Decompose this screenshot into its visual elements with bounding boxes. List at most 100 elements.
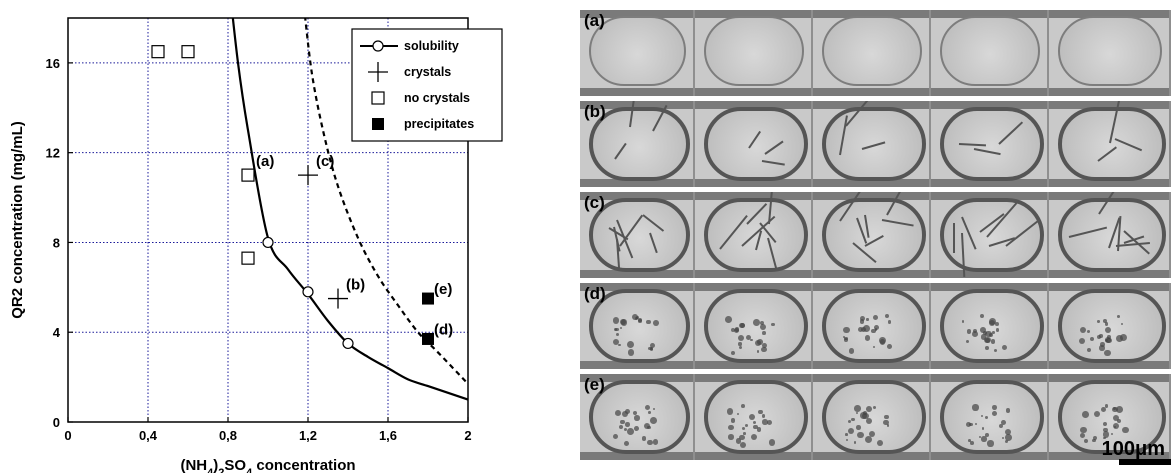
droplet	[704, 16, 804, 86]
precipitate-speck	[980, 414, 984, 418]
precipitate-speck	[742, 426, 746, 431]
precipitate-speck	[648, 410, 652, 414]
precipitate-speck	[762, 419, 769, 425]
legend-label: solubility	[404, 39, 459, 53]
precipitate-speck	[1102, 430, 1110, 438]
precipitate-speck	[1121, 323, 1124, 326]
precipitate-speck	[851, 417, 856, 422]
micrograph-row: (b)	[580, 101, 1171, 187]
precipitate-speck	[1116, 334, 1124, 342]
precipitate-speck	[740, 404, 745, 408]
precipitate-speck	[737, 413, 740, 416]
precipitate-speck	[739, 441, 747, 449]
micrograph-tile	[580, 283, 693, 369]
droplet	[1058, 289, 1166, 363]
precipitate-speck	[872, 405, 876, 410]
legend-label: precipitates	[404, 117, 474, 131]
micrograph-tile	[813, 10, 929, 96]
precipitate-speck	[1001, 344, 1007, 350]
precipitate-speck	[627, 349, 635, 356]
micrograph-tile	[580, 10, 693, 96]
precipitate-speck	[972, 331, 979, 338]
droplet	[1058, 107, 1166, 181]
droplet	[822, 16, 922, 86]
annotation-label: (b)	[346, 277, 365, 294]
precipitate-speck	[1097, 320, 1100, 324]
precipitate-speck	[1084, 439, 1089, 444]
precipitate-speck	[866, 406, 872, 412]
micrograph-tile	[580, 374, 693, 460]
precipitate-speck	[612, 339, 619, 346]
precipitate-speck	[856, 424, 861, 430]
precipitate-speck	[969, 422, 973, 427]
precipitate-speck	[862, 410, 868, 415]
x-tick-label: 0,8	[219, 428, 237, 443]
annotation-label: (d)	[434, 321, 453, 338]
solubility-point	[342, 337, 354, 350]
precipitate-speck	[1102, 421, 1107, 426]
precipitate-speck	[652, 407, 655, 410]
precipitate-speck	[761, 346, 767, 353]
precipitates-point	[422, 292, 434, 305]
precipitate-speck	[857, 432, 864, 439]
row-label: (d)	[584, 284, 606, 303]
precipitate-speck	[623, 428, 627, 432]
precipitate-speck	[874, 328, 878, 332]
legend-marker	[372, 118, 384, 130]
precipitate-speck	[1104, 338, 1108, 342]
precipitate-speck	[766, 419, 773, 426]
precipitate-speck	[614, 410, 621, 416]
precipitate-speck	[990, 339, 995, 344]
y-axis-label: QR2 concentration (mg/mL)	[9, 121, 26, 319]
precipitate-speck	[995, 328, 1000, 332]
precipitate-speck	[1096, 335, 1101, 340]
precipitate-speck	[974, 422, 978, 426]
plot-frame	[67, 17, 469, 423]
micrograph-tile	[695, 101, 811, 187]
micrograph-tile	[931, 101, 1047, 187]
micrograph-tile	[1049, 10, 1169, 96]
precipitate-speck	[1101, 406, 1107, 412]
precipitate-speck	[845, 439, 848, 442]
precipitate-speck	[731, 350, 736, 355]
precipitate-speck	[620, 319, 628, 326]
legend-marker	[368, 62, 388, 82]
y-tick-label: 16	[46, 56, 60, 71]
phase-diagram-chart: 0 0,4 0,8 1,2 1,6 2 0 4 8 12 16 (a) (c) (b) (e) (d) so…	[9, 17, 503, 473]
droplet	[704, 380, 808, 454]
x-tick-label: 2	[464, 428, 471, 443]
micrograph-tile	[580, 192, 693, 278]
droplet	[940, 289, 1044, 363]
droplet	[589, 107, 690, 181]
precipitate-speck	[978, 436, 981, 439]
annotations: (a) (c) (b) (e) (d)	[256, 153, 453, 338]
precipitate-speck	[643, 422, 650, 429]
precipitate-speck	[750, 338, 753, 342]
droplet	[704, 107, 808, 181]
precipitate-speck	[757, 427, 762, 432]
micrograph-tile	[813, 192, 929, 278]
precipitate-speck	[649, 342, 656, 349]
precipitate-speck	[756, 338, 763, 345]
precipitate-speck	[883, 419, 889, 425]
precipitate-speck	[1110, 432, 1113, 436]
precipitate-speck	[980, 327, 986, 333]
droplet	[940, 16, 1040, 86]
precipitate-speck	[745, 334, 752, 341]
precipitate-speck	[870, 328, 876, 334]
micrograph-panel: (e) (d) (c) (b) (a) 100μm	[580, 10, 1171, 465]
precipitate-speck	[725, 316, 732, 323]
row-label: (b)	[584, 102, 606, 121]
precipitate-speck	[855, 412, 859, 415]
precipitate-speck	[873, 315, 879, 321]
droplet	[704, 289, 808, 363]
precipitate-speck	[1080, 426, 1087, 434]
precipitate-speck	[731, 327, 736, 333]
precipitate-speck	[1113, 423, 1120, 430]
row-label: (c)	[584, 193, 605, 212]
precipitate-speck	[634, 415, 640, 421]
legend-label: no crystals	[404, 91, 470, 105]
precipitate-speck	[1112, 415, 1119, 422]
legend: solubility crystals no crystals precipitate…	[351, 28, 503, 142]
micrograph-tile	[1049, 192, 1169, 278]
